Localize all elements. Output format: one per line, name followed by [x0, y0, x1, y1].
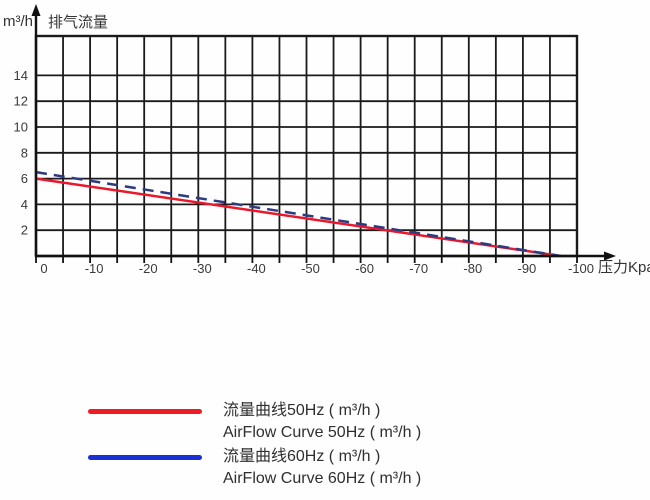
x-tick-label: 0 — [40, 261, 47, 276]
x-tick-label: -50 — [301, 261, 320, 276]
x-axis-title: 压力Kpa — [598, 259, 650, 276]
axis-ticks — [35, 256, 578, 263]
x-tick-label: -30 — [193, 261, 212, 276]
x-tick-label: -60 — [355, 261, 374, 276]
legend-entry-60hz: 流量曲线60Hz ( m³/h ) AirFlow Curve 60Hz ( m… — [88, 446, 568, 490]
legend-label-60hz-zh: 流量曲线60Hz ( m³/h ) — [223, 448, 381, 465]
y-tick-label: 8 — [21, 145, 28, 160]
legend-swatch-50hz-red-line — [88, 409, 202, 414]
y-axis-title: 排气流量 — [48, 14, 108, 31]
y-axis-unit-label: m³/h — [3, 13, 33, 30]
grid-lines — [34, 34, 579, 258]
x-tick-label: -80 — [463, 261, 482, 276]
legend-label-60hz-en: AirFlow Curve 60Hz ( m³/h ) — [223, 470, 422, 487]
y-tick-label: 2 — [21, 223, 28, 238]
airflow-pressure-chart: 0 -10 -20 -30 -40 -50 -60 -70 -80 -90 -100 2 4 6 8 10 12… — [3, 4, 650, 276]
x-tick-label: -10 — [85, 261, 104, 276]
data-series — [35, 170, 561, 258]
legend-label-50hz-zh: 流量曲线50Hz ( m³/h ) — [223, 402, 381, 419]
legend-label-50hz-en: AirFlow Curve 50Hz ( m³/h ) — [223, 424, 422, 441]
series-line-50hz — [35, 177, 561, 258]
x-tick-label: -20 — [139, 261, 158, 276]
x-tick-label: -40 — [247, 261, 266, 276]
y-tick-label: 12 — [14, 94, 28, 109]
x-tick-label: -90 — [518, 261, 537, 276]
x-axis-arrow — [604, 251, 616, 261]
y-axis-arrow — [31, 4, 41, 16]
y-tick-label: 10 — [14, 120, 28, 135]
y-tick-label: 6 — [21, 171, 28, 186]
y-tick-label: 4 — [21, 197, 28, 212]
y-tick-label: 14 — [14, 68, 28, 83]
legend-swatch-60hz-blue-line — [88, 455, 202, 460]
axis-tick-labels: 0 -10 -20 -30 -40 -50 -60 -70 -80 -90 -100 2 4 6 8 10 12… — [14, 68, 594, 276]
chart-legend: 流量曲线50Hz ( m³/h ) AirFlow Curve 50Hz ( m… — [88, 400, 568, 492]
x-tick-label: -70 — [409, 261, 428, 276]
legend-entry-50hz: 流量曲线50Hz ( m³/h ) AirFlow Curve 50Hz ( m… — [88, 400, 568, 444]
x-tick-label: -100 — [568, 261, 594, 276]
series-line-60hz — [35, 170, 561, 258]
axes — [31, 4, 616, 261]
